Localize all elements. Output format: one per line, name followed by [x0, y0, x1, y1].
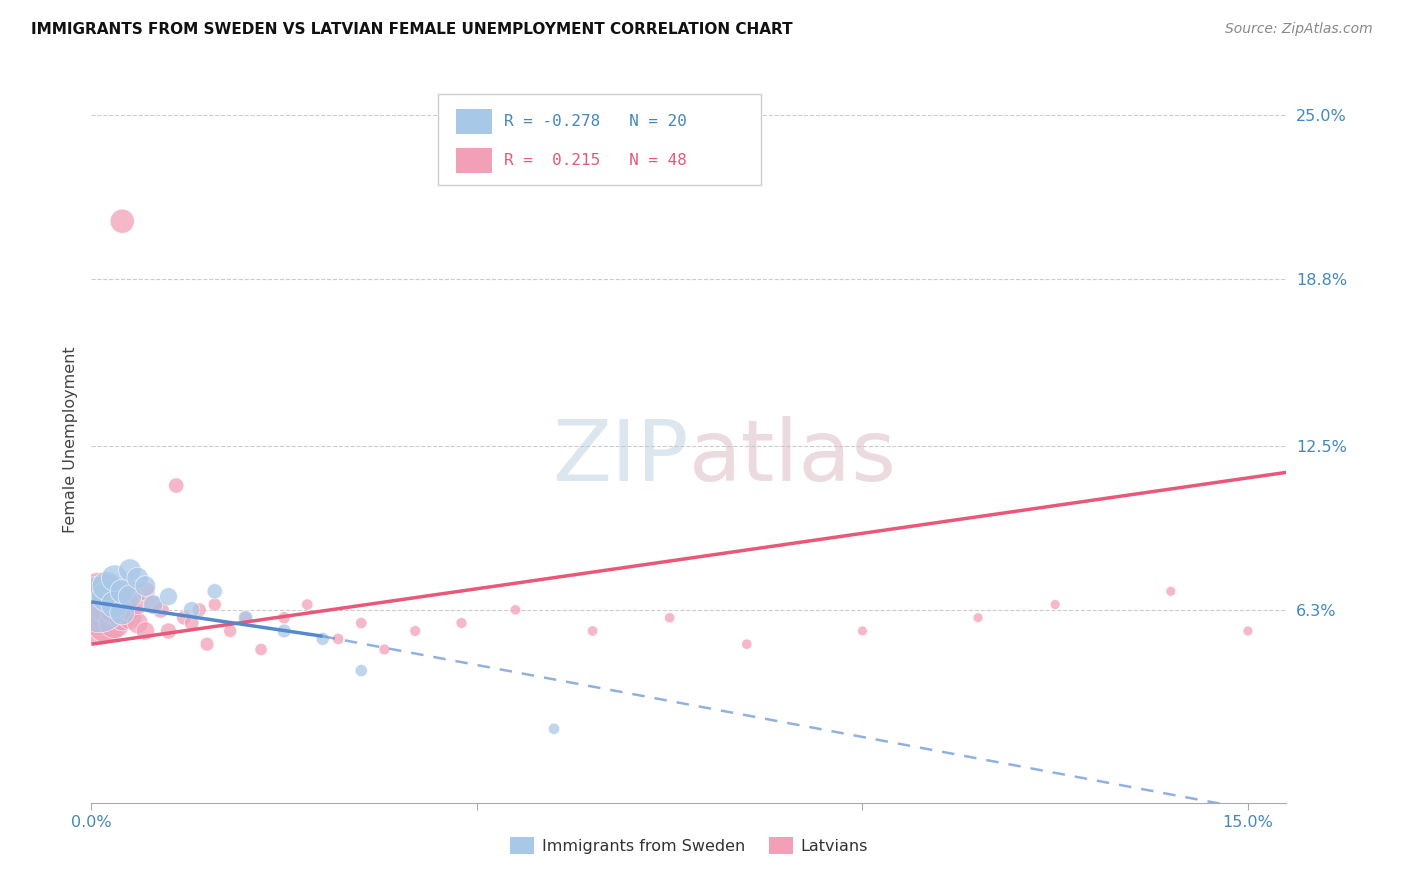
FancyBboxPatch shape [437, 94, 761, 185]
Point [118, 590, 141, 604]
Point [111, 611, 134, 625]
Bar [456, 110, 492, 135]
Point [127, 615, 149, 630]
Text: ZIP: ZIP [553, 416, 689, 499]
Point [851, 624, 873, 638]
Point [127, 598, 149, 612]
Point [658, 611, 681, 625]
Point [180, 615, 202, 630]
Point [735, 637, 758, 651]
Point [1160, 584, 1182, 599]
Point [118, 563, 141, 577]
Point [273, 624, 295, 638]
Point [543, 722, 565, 736]
Point [134, 584, 156, 599]
Point [118, 603, 141, 617]
Point [87, 611, 110, 625]
Point [1043, 598, 1066, 612]
Point [103, 590, 125, 604]
Y-axis label: Female Unemployment: Female Unemployment [62, 346, 77, 533]
Point [165, 478, 187, 492]
Text: R = -0.278   N = 20: R = -0.278 N = 20 [503, 114, 686, 129]
Point [142, 598, 165, 612]
Point [350, 615, 373, 630]
Point [967, 611, 990, 625]
Point [204, 584, 226, 599]
Text: atlas: atlas [689, 416, 897, 499]
Legend: Immigrants from Sweden, Latvians: Immigrants from Sweden, Latvians [503, 830, 875, 860]
Point [118, 584, 141, 599]
Point [312, 632, 335, 646]
Point [96, 579, 118, 593]
Point [118, 611, 141, 625]
Point [1353, 590, 1375, 604]
Point [195, 637, 218, 651]
Point [250, 642, 273, 657]
Point [326, 632, 349, 646]
Point [111, 214, 134, 228]
Point [350, 664, 373, 678]
Point [111, 606, 134, 620]
Point [180, 603, 202, 617]
Point [404, 624, 426, 638]
Point [204, 598, 226, 612]
Point [157, 590, 180, 604]
Point [297, 598, 319, 612]
Point [188, 603, 211, 617]
Point [505, 603, 527, 617]
Point [219, 624, 242, 638]
Point [235, 611, 257, 625]
Point [103, 571, 125, 585]
Text: Source: ZipAtlas.com: Source: ZipAtlas.com [1225, 22, 1372, 37]
Bar [456, 148, 492, 173]
Point [111, 598, 134, 612]
Point [1237, 624, 1260, 638]
Point [87, 603, 110, 617]
Point [127, 571, 149, 585]
Point [96, 590, 118, 604]
Point [111, 584, 134, 599]
Point [87, 598, 110, 612]
Point [87, 590, 110, 604]
Point [134, 624, 156, 638]
Point [96, 598, 118, 612]
Point [235, 611, 257, 625]
Point [103, 603, 125, 617]
Point [96, 615, 118, 630]
Text: IMMIGRANTS FROM SWEDEN VS LATVIAN FEMALE UNEMPLOYMENT CORRELATION CHART: IMMIGRANTS FROM SWEDEN VS LATVIAN FEMALE… [31, 22, 793, 37]
Point [373, 642, 395, 657]
Point [103, 598, 125, 612]
Point [173, 611, 195, 625]
Point [103, 615, 125, 630]
Point [142, 598, 165, 612]
Point [157, 624, 180, 638]
Point [581, 624, 603, 638]
Point [273, 611, 295, 625]
Point [96, 584, 118, 599]
Point [134, 579, 156, 593]
Point [149, 603, 172, 617]
Point [450, 615, 472, 630]
Text: R =  0.215   N = 48: R = 0.215 N = 48 [503, 153, 686, 168]
